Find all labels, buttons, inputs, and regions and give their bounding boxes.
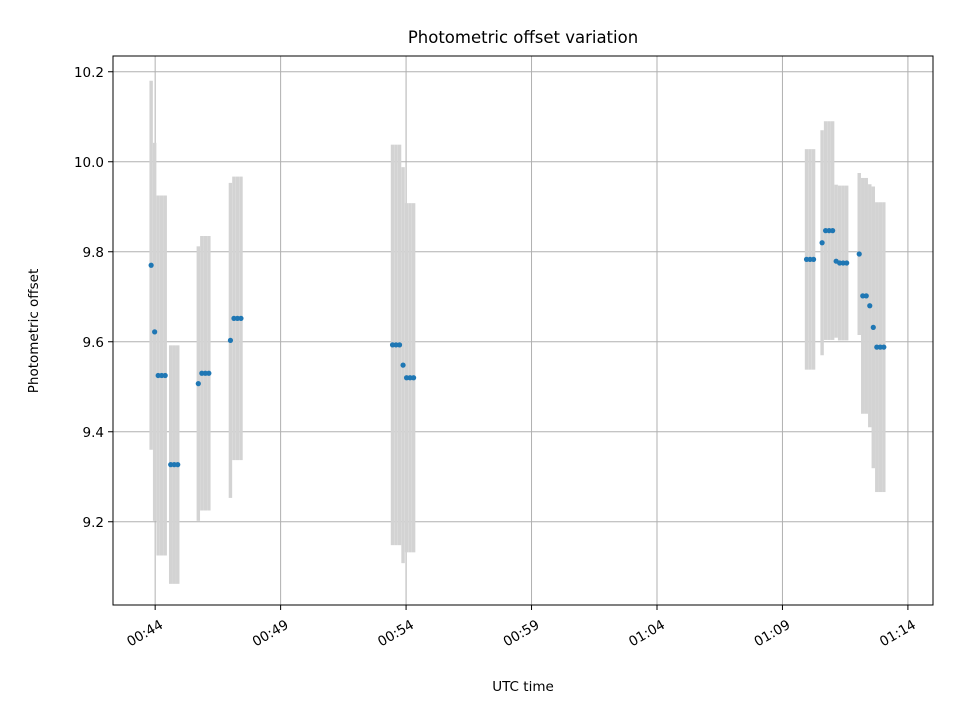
data-point <box>819 240 825 246</box>
x-axis-label: UTC time <box>492 679 554 695</box>
data-point <box>400 362 406 368</box>
data-point <box>195 381 201 387</box>
y-tick-label: 9.6 <box>83 335 104 351</box>
data-point <box>863 293 869 299</box>
data-point <box>148 262 154 268</box>
data-point <box>227 337 234 343</box>
data-point <box>856 251 862 257</box>
chart-title: Photometric offset variation <box>408 28 638 47</box>
plot-area <box>113 56 933 605</box>
data-point <box>175 462 181 468</box>
data-point <box>152 329 158 335</box>
data-point <box>867 303 873 309</box>
data-point <box>410 375 417 381</box>
y-tick-label: 9.4 <box>83 425 104 441</box>
y-axis-label: Photometric offset <box>26 269 42 393</box>
data-point <box>206 370 212 376</box>
data-point <box>830 228 836 234</box>
data-point <box>238 315 244 321</box>
data-point <box>870 324 876 330</box>
y-tick-label: 9.2 <box>83 515 104 531</box>
y-tick-label: 10.0 <box>74 155 104 171</box>
data-point <box>810 256 817 262</box>
y-tick-label: 10.2 <box>74 65 104 81</box>
y-axis-ticks: 9.2 9.4 9.6 9.8 10.0 10.2 <box>74 65 113 531</box>
data-points <box>148 228 887 468</box>
data-point <box>396 342 403 348</box>
data-point <box>881 344 887 350</box>
data-point <box>162 372 168 379</box>
plot-frame <box>112 55 934 606</box>
data-point <box>844 260 850 266</box>
y-tick-label: 9.8 <box>83 245 104 261</box>
grid <box>113 56 933 605</box>
